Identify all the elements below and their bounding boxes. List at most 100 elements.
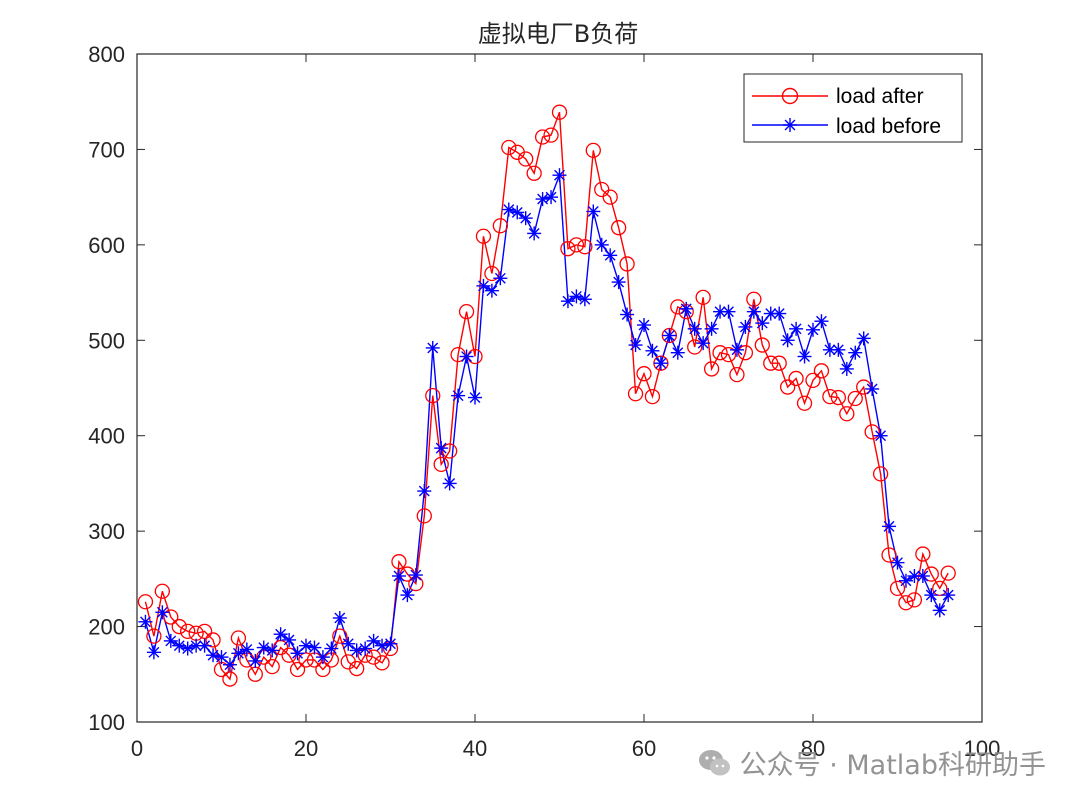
data-point-load-after xyxy=(349,660,365,677)
series-line-load-after xyxy=(144,111,949,681)
data-point-load-before xyxy=(442,476,457,491)
data-point-load-after xyxy=(847,390,863,407)
data-point-load-after xyxy=(518,151,534,167)
data-point-load-before xyxy=(721,304,736,319)
data-point-load-before xyxy=(839,361,854,376)
data-point-load-before xyxy=(375,638,390,653)
data-point-load-before xyxy=(138,614,153,629)
series-markers xyxy=(137,104,956,687)
chart-title: 虚拟电厂B负荷 xyxy=(478,20,638,48)
x-tick-label: 80 xyxy=(801,736,825,761)
data-point-load-before xyxy=(755,316,770,331)
data-point-load-before xyxy=(324,641,339,656)
data-point-load-before xyxy=(645,343,660,358)
data-point-load-before xyxy=(273,627,288,642)
data-point-load-before xyxy=(535,192,550,207)
data-point-load-after xyxy=(839,406,855,422)
data-point-load-after xyxy=(898,595,914,611)
data-point-load-before xyxy=(856,331,871,346)
data-point-load-after xyxy=(543,127,559,143)
data-point-load-before xyxy=(594,237,609,252)
data-point-load-before xyxy=(611,275,626,290)
plot-frame xyxy=(136,53,983,723)
data-point-load-after xyxy=(585,142,601,159)
data-point-load-after xyxy=(619,256,635,272)
data-point-load-before xyxy=(865,381,880,396)
data-point-load-after xyxy=(332,628,348,644)
data-point-load-after xyxy=(289,661,306,678)
data-point-load-before xyxy=(746,304,761,319)
data-point-load-after xyxy=(137,594,154,610)
data-point-load-before xyxy=(577,292,592,307)
y-tick-label: 200 xyxy=(88,615,125,640)
data-point-load-before xyxy=(408,568,423,583)
data-point-load-before xyxy=(510,205,525,220)
plot-area xyxy=(136,53,983,723)
data-point-load-before xyxy=(451,388,466,403)
data-point-load-after xyxy=(687,339,703,355)
data-point-load-after xyxy=(577,239,593,255)
y-tick-label: 700 xyxy=(88,137,125,162)
data-point-load-before xyxy=(299,638,313,653)
data-point-load-before xyxy=(924,588,939,603)
data-point-load-after xyxy=(594,181,610,198)
y-tick-label: 300 xyxy=(88,519,125,544)
data-point-load-after xyxy=(551,104,568,120)
data-point-load-before xyxy=(222,657,237,672)
data-point-load-before xyxy=(814,314,829,329)
data-point-load-before xyxy=(527,226,542,241)
data-point-load-before xyxy=(882,519,897,534)
data-point-load-after xyxy=(196,623,213,639)
y-axis-tick-labels: 100 200 300 400 500 600 700 800 xyxy=(88,42,125,735)
data-point-load-before xyxy=(172,638,187,653)
data-point-load-after xyxy=(805,372,821,389)
legend-box xyxy=(743,73,963,143)
data-point-load-before xyxy=(679,301,694,316)
data-point-load-before xyxy=(780,333,795,348)
watermark-text: 公众号 · Matlab科研助手 xyxy=(739,750,1046,781)
data-point-load-after xyxy=(636,366,652,382)
data-point-load-before xyxy=(197,638,212,653)
data-point-load-after xyxy=(534,129,551,145)
x-tick-label: 20 xyxy=(294,736,318,761)
data-point-load-after xyxy=(712,345,728,361)
data-point-load-before xyxy=(484,283,499,298)
y-tick-label: 100 xyxy=(88,710,125,735)
data-point-load-before xyxy=(146,645,161,660)
data-point-load-before xyxy=(729,342,744,357)
data-point-load-after xyxy=(163,609,179,625)
data-point-load-before xyxy=(890,555,905,570)
data-point-load-before xyxy=(873,428,888,443)
data-point-load-after xyxy=(154,583,171,599)
legend-label-load-after: load after xyxy=(836,85,924,108)
data-point-load-before xyxy=(468,390,482,405)
data-point-load-before xyxy=(915,568,930,583)
data-point-load-before xyxy=(662,328,677,343)
data-point-load-after xyxy=(932,580,948,597)
data-point-load-after xyxy=(298,652,314,668)
data-point-load-after xyxy=(830,389,846,406)
data-point-load-after xyxy=(771,355,787,371)
data-point-load-after xyxy=(611,220,627,236)
data-point-load-after xyxy=(433,456,449,472)
data-point-load-before xyxy=(738,319,753,334)
data-point-load-after xyxy=(864,424,880,440)
data-point-load-before xyxy=(400,588,415,603)
data-point-load-after xyxy=(230,630,247,646)
data-point-load-before xyxy=(772,306,787,321)
data-point-load-before xyxy=(391,568,406,583)
data-point-load-after xyxy=(720,346,737,363)
data-point-load-before xyxy=(248,653,263,668)
x-tick-label: 40 xyxy=(463,736,487,761)
data-point-load-before xyxy=(797,349,812,364)
data-point-load-before xyxy=(932,603,947,618)
wechat-icon xyxy=(698,749,730,775)
data-point-load-before xyxy=(493,271,508,286)
data-point-load-after xyxy=(171,618,187,635)
data-point-load-before xyxy=(459,349,474,364)
data-point-load-before xyxy=(831,342,846,357)
data-point-load-before xyxy=(518,211,533,226)
data-point-load-after xyxy=(205,632,221,648)
legend-marker-load-after xyxy=(781,87,799,105)
